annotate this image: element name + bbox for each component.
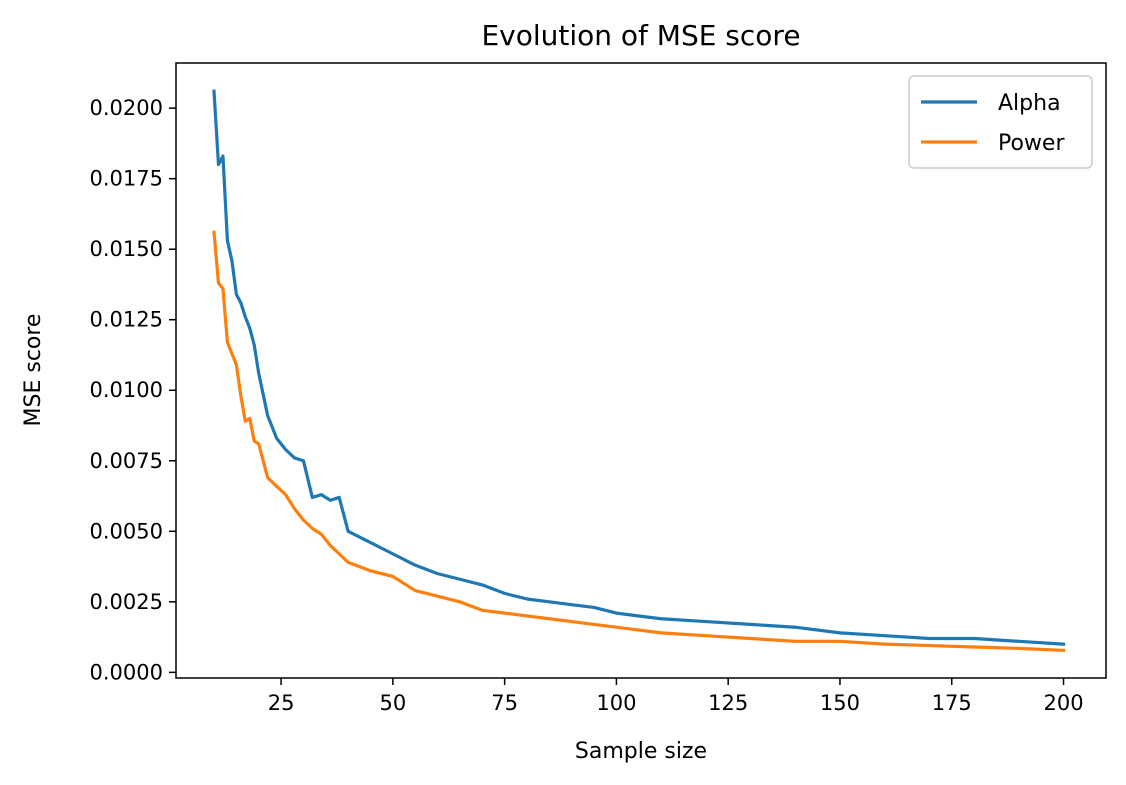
x-axis-label: Sample size [575,739,707,764]
x-tick-label: 25 [268,691,295,715]
x-tick-label: 75 [491,691,518,715]
y-tick-label: 0.0150 [90,237,163,261]
y-tick-label: 0.0050 [90,519,163,543]
x-tick-label: 150 [820,691,860,715]
series-layer [212,89,1066,653]
x-tick-label: 50 [379,691,406,715]
y-tick-label: 0.0025 [90,590,163,614]
series-line-power [212,230,1066,653]
y-axis-label: MSE score [21,314,46,427]
y-tick-label: 0.0100 [90,378,163,402]
plot-frame [175,62,1107,679]
y-tick-label: 0.0000 [90,660,163,684]
legend-label-alpha: Alpha [998,91,1061,116]
y-tick-label: 0.0200 [90,96,163,120]
chart-title: Evolution of MSE score [481,19,800,52]
y-tick-label: 0.0125 [90,308,163,332]
x-tick-label: 175 [932,691,972,715]
legend-label-power: Power [998,131,1065,156]
series-line-alpha [212,89,1066,646]
x-tick-label: 125 [708,691,748,715]
legend: Alpha Power [908,75,1093,169]
y-tick-label: 0.0075 [90,449,163,473]
x-tick-label: 100 [596,691,636,715]
y-tick-label: 0.0175 [90,167,163,191]
legend-box [908,75,1093,169]
ticks-layer: 25 50 75 100 125 150 175 200 0.0000 0.0025 0.0050 0… [90,96,1084,715]
x-tick-label: 200 [1043,691,1083,715]
